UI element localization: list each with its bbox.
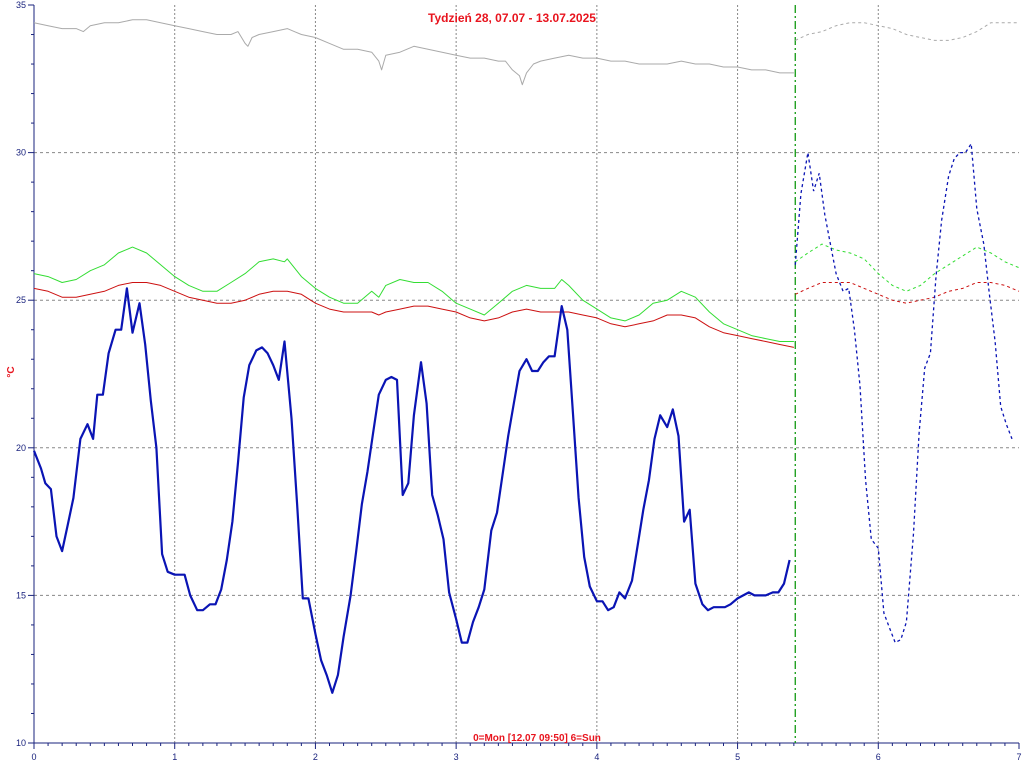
green-forecast-line [795, 243, 1020, 292]
series [32, 5, 1020, 743]
y-tick-label: 30 [16, 148, 26, 158]
x-tick-label: 6 [876, 752, 881, 762]
x-tick-label: 1 [172, 752, 177, 762]
y-tick-label: 10 [16, 738, 26, 748]
gray-forecast-line [795, 22, 1019, 41]
red-series-line [33, 282, 795, 348]
x-tick-label: 4 [594, 752, 599, 762]
gray-series-line [33, 19, 794, 86]
y-tick-label: 15 [16, 590, 26, 600]
x-tick-label: 3 [454, 752, 459, 762]
temperature-series-line [32, 287, 791, 694]
axes: 10 15 20 25 30 35 0 1 2 3 4 5 6 7 [16, 0, 1022, 762]
green-series-line [33, 246, 794, 342]
y-tick-label: 35 [16, 0, 26, 10]
x-tick-label: 0 [31, 752, 36, 762]
y-tick-label: 20 [16, 443, 26, 453]
grid [34, 5, 1019, 743]
y-axis-label: °C [6, 366, 17, 377]
x-tick-label: 2 [313, 752, 318, 762]
x-tick-label: 5 [735, 752, 740, 762]
temperature-forecast-line [794, 141, 1013, 644]
chart-title: Tydzień 28, 07.07 - 13.07.2025 [428, 11, 596, 25]
y-tick-label: 25 [16, 295, 26, 305]
x-axis-label: 0=Mon [12.07 09:50] 6=Sun [473, 733, 601, 744]
red-forecast-line [795, 282, 1020, 304]
x-tick-label: 7 [1016, 752, 1021, 762]
